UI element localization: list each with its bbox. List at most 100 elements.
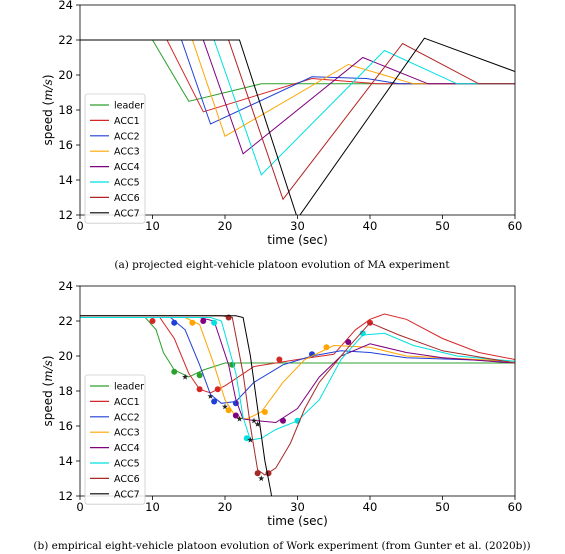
star-marker-leader xyxy=(182,373,189,380)
series-line-acc7 xyxy=(80,315,273,496)
x-axis-label: time (sec) xyxy=(267,514,328,528)
series-line-acc1 xyxy=(80,313,515,394)
y-axis-label-text: speed ( xyxy=(41,101,55,146)
legend-label: ACC1 xyxy=(114,397,140,408)
y-tick-label: 24 xyxy=(58,0,73,12)
plot-area xyxy=(80,37,515,215)
series-marker-acc5 xyxy=(359,330,366,337)
x-tick-label: 0 xyxy=(76,500,83,514)
chart-a: 0 10 20 30 40 50 60 12 14 16 18 20 22 24 time (sec) spe… xyxy=(41,0,522,271)
y-tick-label: 12 xyxy=(58,489,73,503)
series-marker-acc1 xyxy=(149,318,156,324)
series-marker-acc4 xyxy=(345,339,352,345)
legend-label: leader xyxy=(114,382,144,393)
legend-label: ACC2 xyxy=(114,131,140,142)
series-marker-acc1 xyxy=(276,356,283,363)
legend-label: ACC2 xyxy=(114,412,140,423)
legend-label: ACC7 xyxy=(114,208,140,219)
y-axis-label-close: ) xyxy=(41,355,55,360)
star-marker-acc6 xyxy=(258,475,265,482)
y-tick-label: 18 xyxy=(58,384,73,398)
x-tick-label: 20 xyxy=(218,500,233,514)
x-tick-label: 50 xyxy=(435,500,450,514)
series-marker-acc4 xyxy=(200,318,207,324)
chart-b: 0 10 20 30 40 50 60 12 14 16 18 20 22 24 time (sec) spe… xyxy=(33,279,530,552)
y-tick-label: 14 xyxy=(58,173,73,187)
series-line-leader xyxy=(80,39,515,102)
legend-label: ACC3 xyxy=(114,428,140,439)
series-line-acc7 xyxy=(80,37,515,215)
y-tick-label: 22 xyxy=(58,314,73,328)
legend-box xyxy=(84,374,146,505)
y-axis-label-unit: m/s xyxy=(41,79,55,101)
figure-caption: (b) empirical eight-vehicle platoon evol… xyxy=(33,540,530,552)
legend-label: leader xyxy=(114,101,144,112)
star-marker-acc4 xyxy=(251,417,257,424)
series-marker-leader xyxy=(196,372,203,379)
y-tick-label: 24 xyxy=(58,279,73,293)
series-marker-acc4 xyxy=(280,417,286,424)
series-marker-acc3 xyxy=(189,319,196,326)
series-marker-acc3 xyxy=(225,407,232,414)
series-line-acc4 xyxy=(80,317,515,424)
series-marker-acc2 xyxy=(171,319,178,326)
y-tick-label: 22 xyxy=(58,33,73,47)
series-marker-acc1 xyxy=(214,386,221,393)
y-axis-label: speed (m/s) xyxy=(41,74,55,145)
series-marker-acc3 xyxy=(261,409,268,415)
series-line-acc5 xyxy=(80,317,515,441)
y-tick-label: 20 xyxy=(58,68,73,82)
y-tick-label: 18 xyxy=(58,103,73,117)
series-line-acc2 xyxy=(80,317,515,404)
x-tick-label: 60 xyxy=(508,219,523,233)
x-tick-label: 50 xyxy=(435,219,450,233)
star-marker-acc2 xyxy=(222,403,228,410)
x-tick-label: 20 xyxy=(218,219,233,233)
x-tick-label: 0 xyxy=(76,219,83,233)
y-tick-label: 16 xyxy=(58,419,73,433)
legend-label: ACC7 xyxy=(114,489,140,500)
series-marker-acc3 xyxy=(323,344,330,351)
series-marker-acc4 xyxy=(232,412,239,419)
legend-label: ACC5 xyxy=(114,178,140,189)
legend-label: ACC6 xyxy=(114,193,140,204)
y-axis-label-text: speed ( xyxy=(41,382,55,427)
star-marker-acc7 xyxy=(254,421,261,427)
series-line-leader xyxy=(80,317,515,378)
y-tick-label: 16 xyxy=(58,138,73,152)
series-marker-leader xyxy=(171,368,178,375)
y-axis-label-unit: m/s xyxy=(41,360,55,382)
series-marker-acc5 xyxy=(211,319,218,326)
star-marker-acc1 xyxy=(207,393,214,399)
series-line-acc3 xyxy=(80,317,515,420)
legend-label: ACC3 xyxy=(114,147,140,158)
y-axis-label-close: ) xyxy=(41,74,55,79)
x-tick-label: 30 xyxy=(290,500,305,514)
series-line-acc6 xyxy=(80,315,515,476)
y-tick-label: 20 xyxy=(58,349,73,363)
series-marker-acc2 xyxy=(211,398,218,405)
x-tick-label: 10 xyxy=(145,219,160,233)
legend-box xyxy=(84,93,146,224)
star-marker-acc3 xyxy=(236,415,243,422)
x-axis-label: time (sec) xyxy=(267,233,328,247)
series-marker-acc6 xyxy=(254,470,261,477)
y-tick-label: 12 xyxy=(58,208,73,222)
x-tick-label: 60 xyxy=(508,500,523,514)
star-marker-acc5 xyxy=(247,436,254,443)
x-tick-label: 10 xyxy=(145,500,160,514)
y-axis-label: speed (m/s) xyxy=(41,355,55,426)
figure-caption: (a) projected eight-vehicle platoon evol… xyxy=(114,259,450,271)
x-tick-label: 40 xyxy=(363,219,378,233)
y-tick-label: 14 xyxy=(58,454,73,468)
series-marker-acc1 xyxy=(196,386,203,393)
plot-area xyxy=(80,313,515,496)
x-tick-label: 40 xyxy=(363,500,378,514)
legend-label: ACC6 xyxy=(114,474,140,485)
legend-label: ACC5 xyxy=(114,459,140,470)
x-tick-label: 30 xyxy=(290,219,305,233)
series-marker-acc5 xyxy=(243,435,250,442)
legend-label: ACC1 xyxy=(114,116,140,127)
legend-label: ACC4 xyxy=(114,443,140,454)
